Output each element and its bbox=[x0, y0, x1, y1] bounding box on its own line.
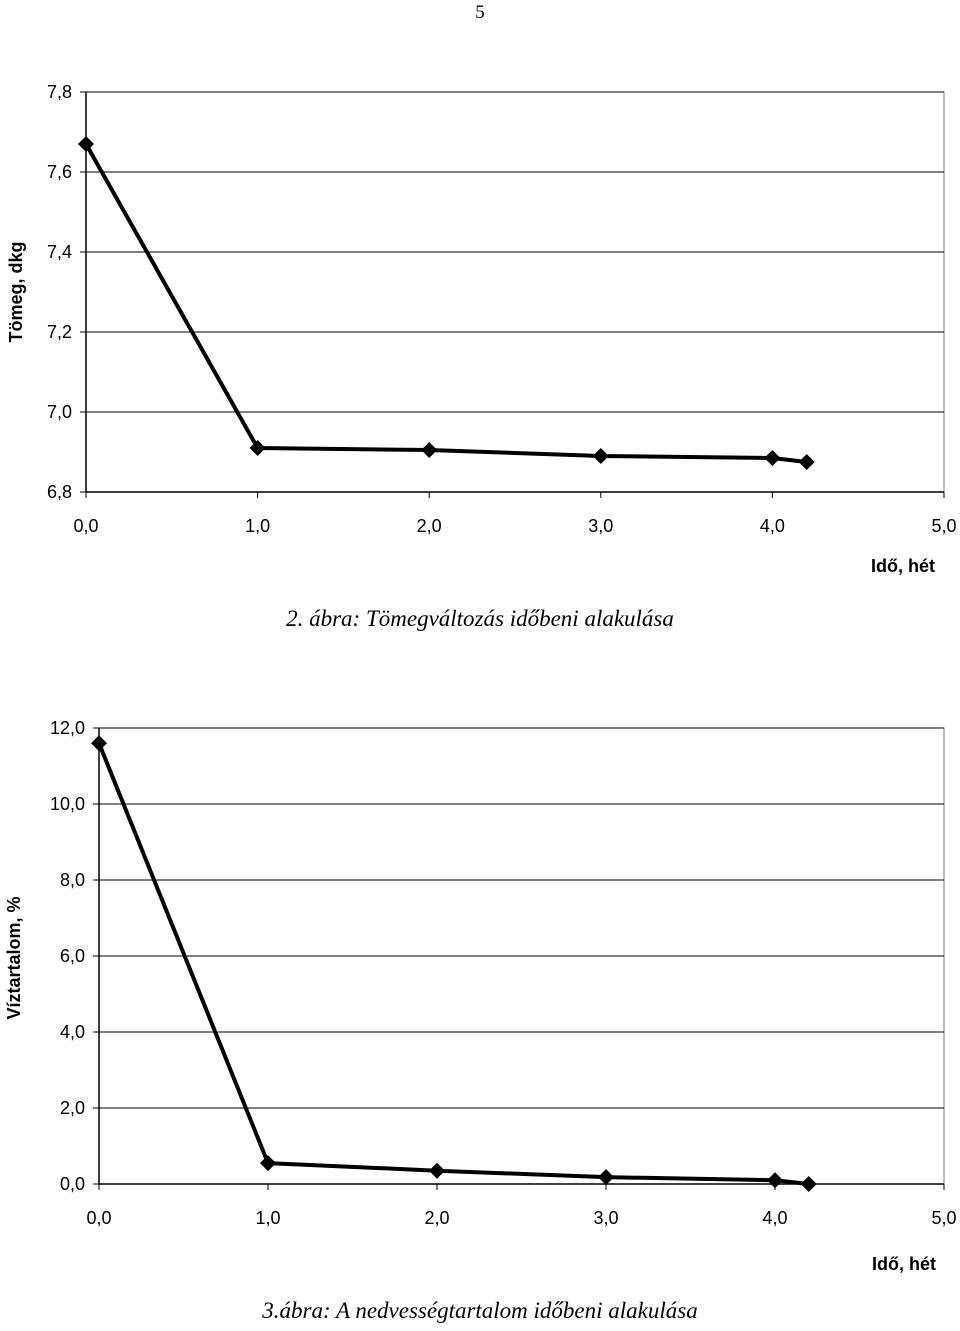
x-tick-label: 0,0 bbox=[86, 1208, 111, 1228]
x-tick-label: 4,0 bbox=[760, 516, 785, 536]
moisture-chart: 0,0 2,0 4,0 6,0 8,0 10,0 12,0 0,0 1,0 2,0 3,0 4,0 5,… bbox=[4, 718, 957, 1274]
data-point bbox=[592, 448, 609, 464]
y-axis-title: Víztartalom, % bbox=[4, 896, 24, 1019]
y-tick-label: 6,0 bbox=[60, 946, 85, 966]
x-tick-label: 0,0 bbox=[73, 516, 98, 536]
x-tick-label: 3,0 bbox=[593, 1208, 618, 1228]
mass-chart: 6,8 7,0 7,2 7,4 7,6 7,8 0,0 1,0 2,0 3,0 4,0 5,0 Idő,… bbox=[6, 82, 957, 576]
data-point bbox=[598, 1169, 614, 1186]
data-point bbox=[767, 1172, 783, 1189]
data-point bbox=[249, 440, 266, 456]
data-point bbox=[429, 1162, 445, 1179]
y-tick-label: 0,0 bbox=[60, 1174, 85, 1194]
x-tick-label: 1,0 bbox=[255, 1208, 280, 1228]
data-point bbox=[91, 735, 107, 752]
y-tick-label: 2,0 bbox=[60, 1098, 85, 1118]
data-point bbox=[764, 450, 781, 466]
y-tick-label: 8,0 bbox=[60, 870, 85, 890]
moisture-chart-caption: 3.ábra: A nedvességtartalom időbeni alak… bbox=[262, 1298, 698, 1323]
x-tick-label: 2,0 bbox=[417, 516, 442, 536]
plot-area bbox=[85, 91, 945, 493]
x-axis-title: Idő, hét bbox=[872, 1254, 936, 1274]
y-tick-label: 7,4 bbox=[47, 242, 72, 262]
data-point bbox=[421, 442, 438, 458]
y-tick-label: 4,0 bbox=[60, 1022, 85, 1042]
y-tick-label: 7,0 bbox=[47, 402, 72, 422]
y-tick-label: 7,2 bbox=[47, 322, 72, 342]
x-tick-label: 4,0 bbox=[762, 1208, 787, 1228]
y-tick-label: 7,6 bbox=[47, 162, 72, 182]
data-point bbox=[800, 1176, 817, 1192]
x-tick-label: 5,0 bbox=[931, 516, 956, 536]
data-point bbox=[78, 136, 94, 152]
y-axis-title: Tömeg, dkg bbox=[6, 241, 26, 342]
mass-chart-caption: 2. ábra: Tömegváltozás időbeni alakulása bbox=[286, 606, 674, 631]
y-tick-label: 6,8 bbox=[47, 482, 72, 502]
page-number: 5 bbox=[475, 2, 485, 23]
data-point bbox=[798, 454, 815, 470]
y-tick-label: 12,0 bbox=[50, 718, 85, 738]
x-tick-label: 2,0 bbox=[424, 1208, 449, 1228]
data-point bbox=[260, 1155, 276, 1172]
x-axis-title: Idő, hét bbox=[871, 556, 935, 576]
y-tick-label: 7,8 bbox=[47, 82, 72, 102]
x-tick-label: 1,0 bbox=[245, 516, 270, 536]
y-tick-label: 10,0 bbox=[50, 794, 85, 814]
x-tick-label: 3,0 bbox=[588, 516, 613, 536]
x-tick-label: 5,0 bbox=[931, 1208, 956, 1228]
